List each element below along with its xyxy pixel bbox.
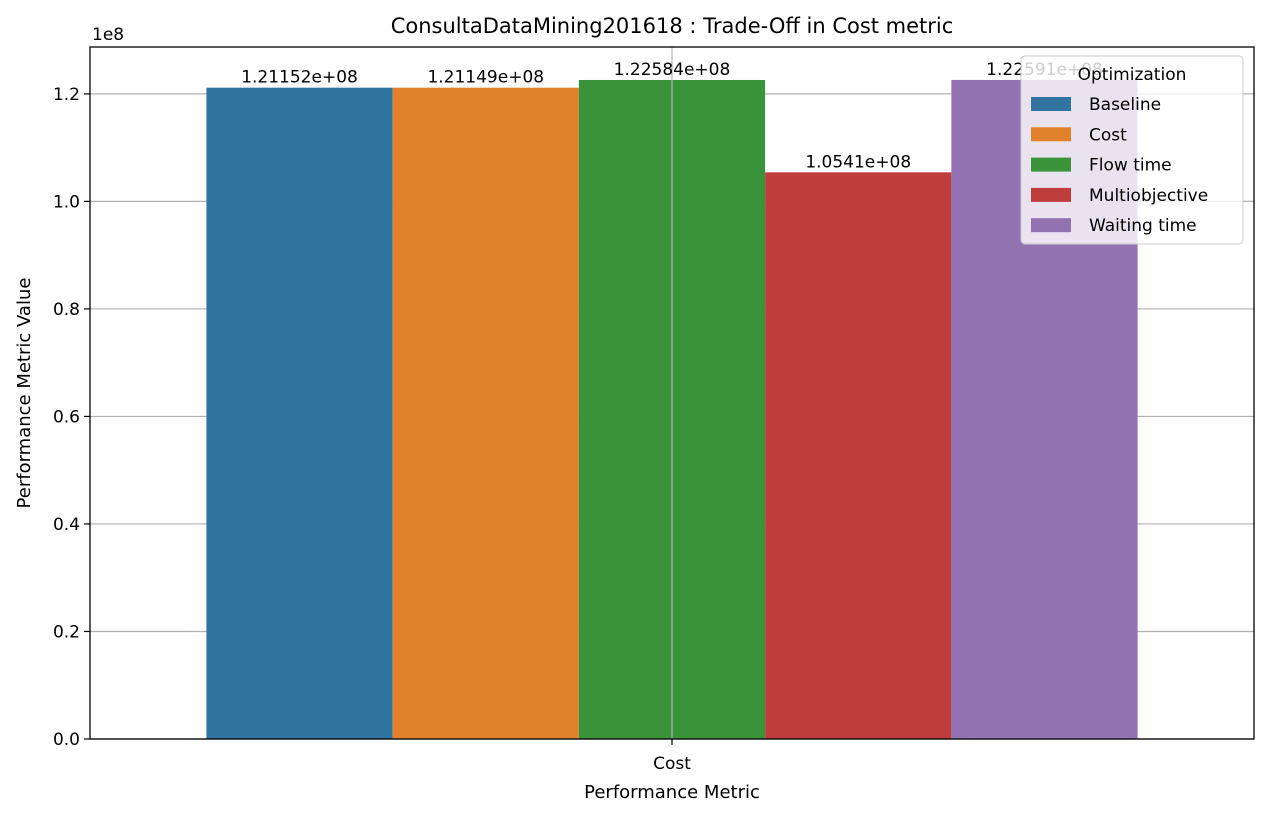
legend-box (1020, 55, 1244, 245)
legend-swatch (1031, 157, 1071, 172)
y-axis-ticks: 0.0 0.2 0.4 0.6 0.8 1.0 1.2 (53, 85, 90, 750)
data-label: 1.0541e+08 (805, 152, 911, 172)
legend-label: Cost (1089, 125, 1127, 145)
y-axis-offset-label: 1e8 (92, 25, 124, 45)
y-tick-label: 0.0 (53, 730, 80, 750)
legend-label: Waiting time (1089, 216, 1197, 236)
y-tick-label: 0.2 (53, 622, 80, 642)
legend-swatch (1031, 218, 1071, 233)
y-tick-label: 0.6 (53, 407, 80, 427)
x-tick-label: Cost (653, 754, 691, 774)
bar (206, 87, 393, 739)
legend-label: Baseline (1089, 95, 1161, 115)
chart-title: ConsultaDataMining201618 : Trade-Off in … (391, 14, 954, 38)
y-axis-title: Performance Metric Value (14, 278, 35, 509)
x-axis-ticks: Cost (653, 739, 691, 774)
legend-title: Optimization (1078, 65, 1187, 85)
legend-label: Multiobjective (1089, 186, 1208, 206)
data-label: 1.21149e+08 (427, 68, 544, 88)
legend-label: Flow time (1089, 156, 1172, 176)
data-label: 1.21152e+08 (241, 68, 358, 88)
legend-items: Baseline Cost Flow time Multiobjective Waiti… (1031, 95, 1208, 236)
bar (392, 87, 579, 739)
y-tick-label: 0.8 (53, 300, 80, 320)
legend-swatch (1031, 97, 1071, 111)
bar (765, 172, 952, 740)
x-axis-title: Performance Metric (584, 782, 760, 803)
legend-swatch (1031, 127, 1071, 142)
y-tick-label: 0.4 (53, 515, 80, 535)
legend-swatch (1031, 187, 1071, 202)
y-tick-label: 1.2 (53, 85, 80, 105)
y-tick-label: 1.0 (53, 192, 80, 212)
data-label: 1.22584e+08 (614, 60, 731, 80)
legend: Optimization Baseline Cost Flow time Multio… (1020, 55, 1244, 245)
